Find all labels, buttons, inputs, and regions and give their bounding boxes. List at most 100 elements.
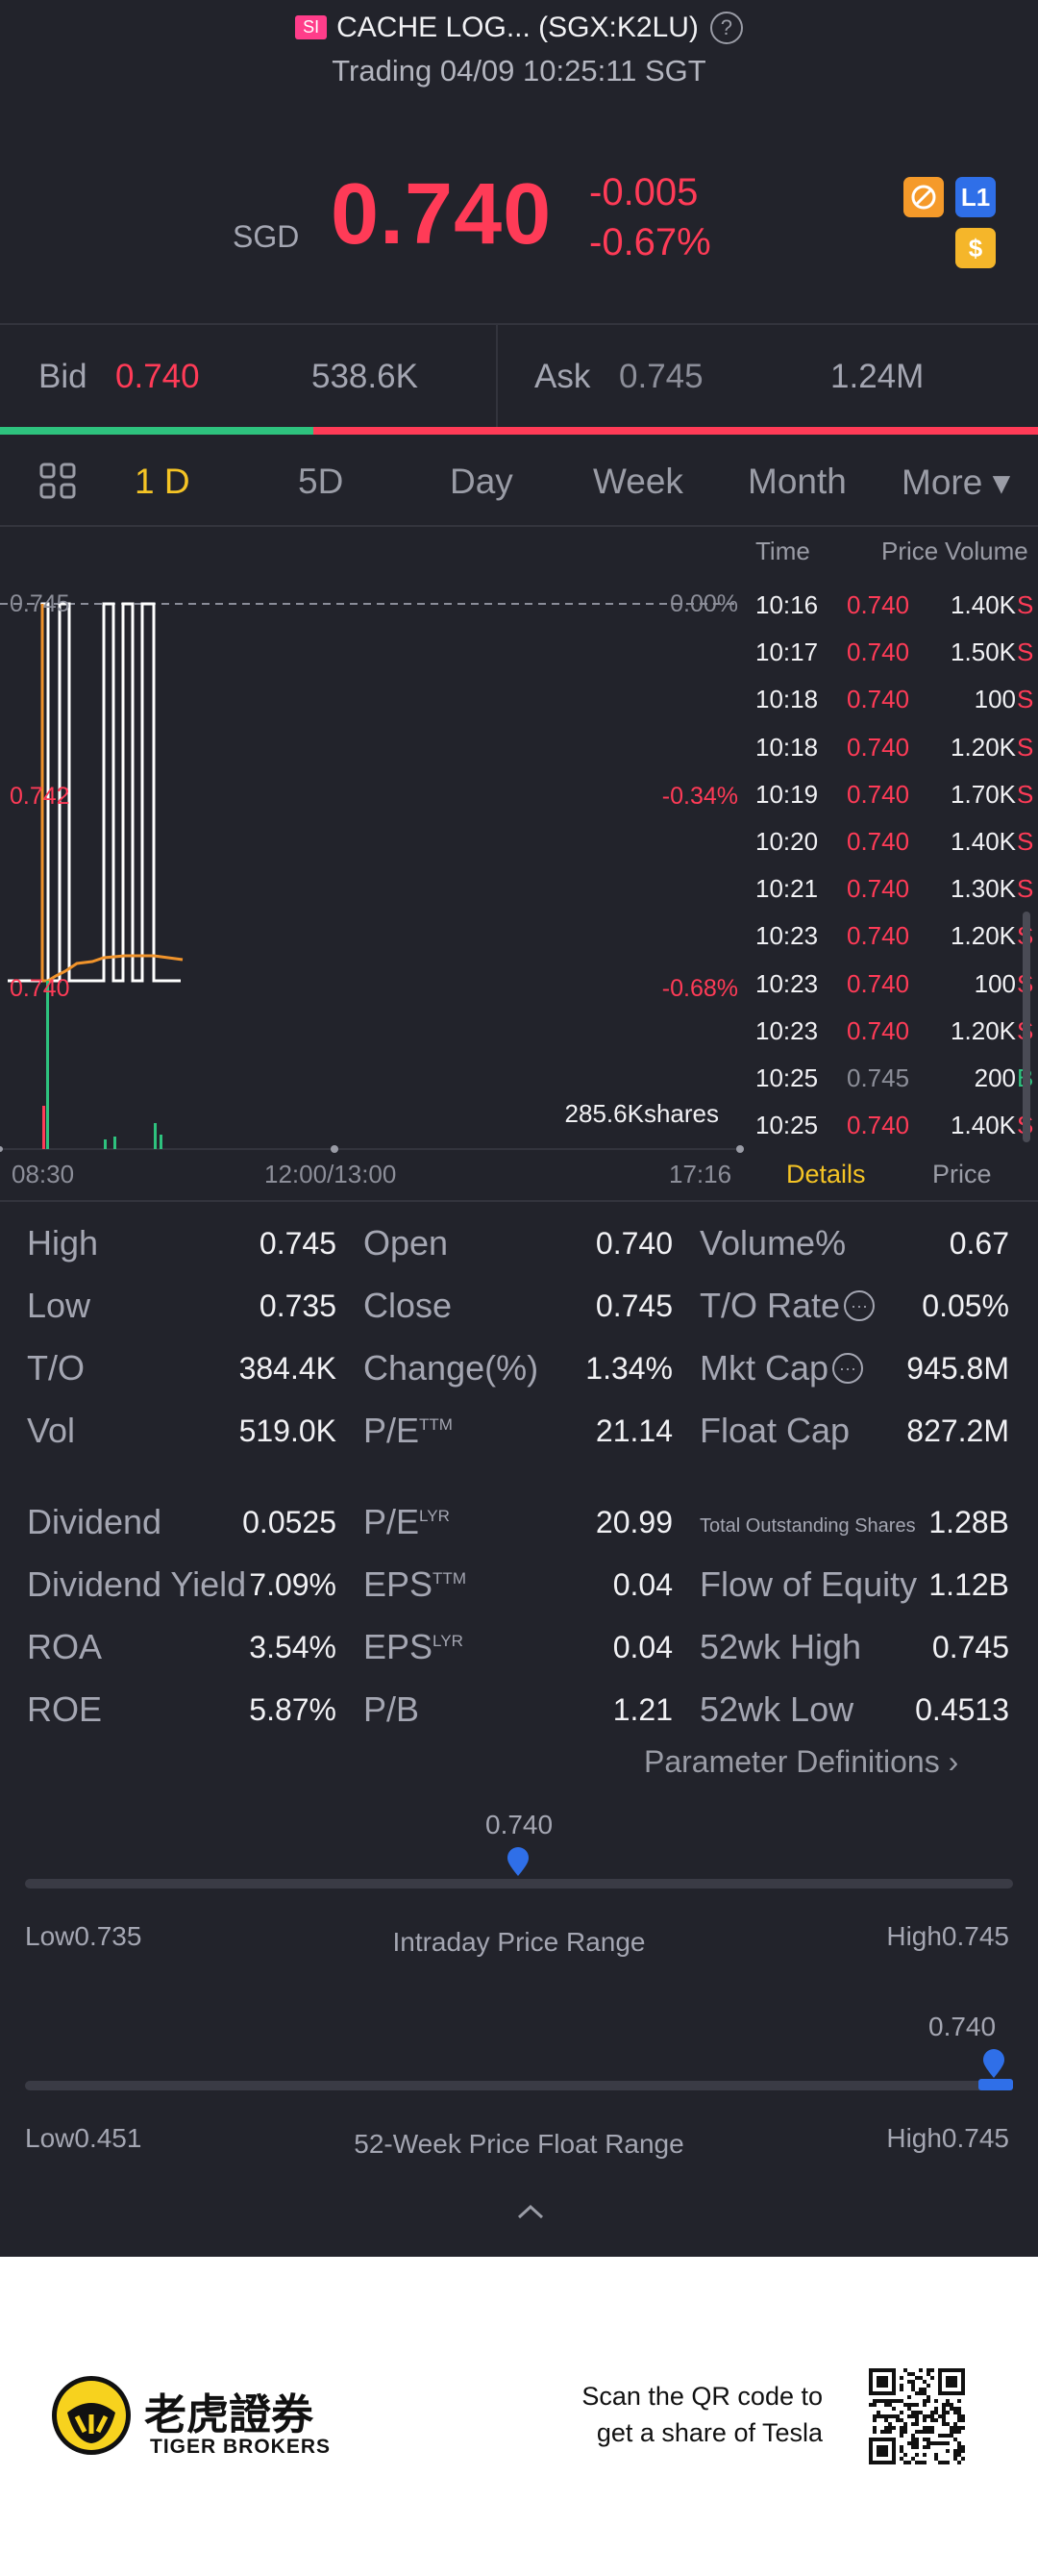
trade-price: 0.740	[847, 969, 910, 998]
trade-time: 10:23	[755, 969, 819, 998]
stat-label[interactable]: Mkt Cap ···	[700, 1348, 864, 1388]
info-icon[interactable]: ···	[832, 1353, 864, 1384]
stat-value: 0.4513	[915, 1692, 1009, 1727]
divider	[0, 323, 1038, 325]
stat-value: 0.05%	[922, 1288, 1009, 1323]
stat-label-text: Total Outstanding Shares	[700, 1515, 916, 1537]
stat-value: 0.04	[612, 1567, 673, 1602]
trade-time: 10:20	[755, 827, 819, 856]
stat-label: Dividend Yield	[27, 1564, 246, 1605]
week52-range-track	[25, 2081, 1013, 2090]
trade-price: 0.740	[847, 1016, 910, 1045]
tab-1d[interactable]: 1 D	[135, 462, 190, 501]
stat-label-text: Mkt Cap	[700, 1348, 829, 1388]
stat-label-text: Float Cap	[700, 1411, 851, 1450]
trade-side: S	[1017, 733, 1034, 762]
trade-price: 0.740	[847, 1111, 910, 1139]
trade-volume: 1.40K	[951, 590, 1016, 619]
level1-badge[interactable]: L1	[955, 177, 996, 217]
stat-label: P/ELYR	[363, 1502, 450, 1542]
tab-day[interactable]: Day	[450, 462, 513, 501]
price-change: -0.005	[589, 171, 699, 213]
stat-value: 0.740	[595, 1226, 673, 1261]
trade-time: 10:25	[755, 1111, 819, 1139]
trade-volume: 1.40K	[951, 827, 1016, 856]
stat-label: ROE	[27, 1689, 102, 1730]
stat-label-text: 52wk Low	[700, 1689, 854, 1729]
intraday-marker-icon	[506, 1846, 531, 1882]
stat-label: EPSLYR	[363, 1627, 463, 1667]
grid-icon[interactable]	[38, 462, 77, 500]
stat-label-text: EPS	[363, 1564, 433, 1604]
bid-size: 538.6K	[311, 358, 418, 395]
trade-price: 0.740	[847, 827, 910, 856]
stat-label: Float Cap	[700, 1411, 850, 1451]
parameter-definitions-label: Parameter Definitions	[644, 1744, 940, 1779]
stat-value: 0.04	[612, 1630, 673, 1664]
dollar-badge[interactable]: $	[955, 228, 996, 268]
trade-time: 10:25	[755, 1063, 819, 1092]
last-price: 0.740	[331, 166, 553, 263]
tab-price[interactable]: Price	[932, 1160, 992, 1188]
stat-label: ROA	[27, 1627, 102, 1667]
trade-side: S	[1017, 874, 1034, 903]
ask-ratio-bar	[313, 427, 1038, 435]
stock-title: SI CACHE LOG... (SGX:K2LU)?	[0, 12, 1038, 44]
stat-label: Change(%)	[363, 1348, 538, 1388]
info-icon[interactable]: ···	[844, 1290, 876, 1321]
tab-month[interactable]: Month	[748, 462, 847, 501]
trade-time: 10:18	[755, 685, 819, 713]
axis-dot	[331, 1145, 338, 1153]
trade-volume: 1.40K	[951, 1111, 1016, 1139]
y-tick-label: 0.740	[10, 975, 70, 1002]
trade-time: 10:17	[755, 638, 819, 666]
intraday-chart[interactable]: 0.745 0.742 0.740 0.00% -0.34% -0.68% 28…	[0, 529, 750, 1163]
chevron-up-icon[interactable]	[515, 2202, 546, 2226]
trade-volume: 1.20K	[951, 1016, 1016, 1045]
stat-superscript: TTM	[419, 1415, 453, 1434]
trades-header-volume: Volume	[945, 537, 1028, 565]
stat-label[interactable]: T/O Rate ···	[700, 1286, 876, 1326]
intraday-high: High0.745	[886, 1921, 1009, 1951]
stat-label-text: Flow of Equity	[700, 1564, 918, 1604]
stat-value: 21.14	[595, 1413, 673, 1448]
stat-label-text: P/B	[363, 1689, 420, 1729]
stat-label-text: T/O	[27, 1348, 85, 1388]
trade-price: 0.740	[847, 780, 910, 809]
trade-side: S	[1017, 827, 1034, 856]
trade-volume: 1.20K	[951, 921, 1016, 950]
tab-more[interactable]: More ▾	[902, 463, 1011, 502]
stat-label: Flow of Equity	[700, 1564, 917, 1605]
tab-5d[interactable]: 5D	[298, 462, 344, 501]
no-short-icon[interactable]	[903, 177, 944, 217]
stat-value: 5.87%	[249, 1692, 336, 1727]
trade-volume: 200	[974, 1063, 1016, 1092]
stat-superscript: LYR	[419, 1507, 450, 1525]
stat-label-text: Close	[363, 1286, 453, 1325]
stat-label: Open	[363, 1223, 448, 1263]
qr-code[interactable]	[869, 2368, 965, 2464]
exchange-badge: SI	[295, 15, 328, 39]
divider	[0, 1200, 1038, 1202]
stat-label-text: Open	[363, 1223, 449, 1263]
trade-volume: 100	[974, 685, 1016, 713]
stat-value: 0.745	[595, 1288, 673, 1323]
trades-header-price: Price	[881, 537, 939, 565]
pct-tick-label: -0.34%	[662, 783, 738, 810]
stat-value: 7.09%	[249, 1567, 336, 1602]
help-icon[interactable]: ?	[709, 12, 743, 44]
trading-status: Trading 04/09 10:25:11 SGT	[332, 54, 706, 88]
bid-price: 0.740	[115, 358, 200, 395]
trades-scrollbar[interactable]	[1023, 912, 1030, 1142]
tab-details[interactable]: Details	[786, 1160, 866, 1188]
ask-size: 1.24M	[830, 358, 925, 395]
trade-side: S	[1017, 685, 1034, 713]
parameter-definitions-link[interactable]: Parameter Definitions ›	[644, 1744, 958, 1780]
stat-label: Low	[27, 1286, 90, 1326]
tab-week[interactable]: Week	[593, 462, 683, 501]
chevron-right-icon: ›	[948, 1744, 959, 1779]
stock-name: CACHE LOG... (SGX:K2LU)	[336, 12, 699, 43]
week52-low: Low0.451	[25, 2123, 142, 2153]
intraday-low: Low0.735	[25, 1921, 142, 1951]
stat-label-text: P/E	[363, 1502, 420, 1541]
